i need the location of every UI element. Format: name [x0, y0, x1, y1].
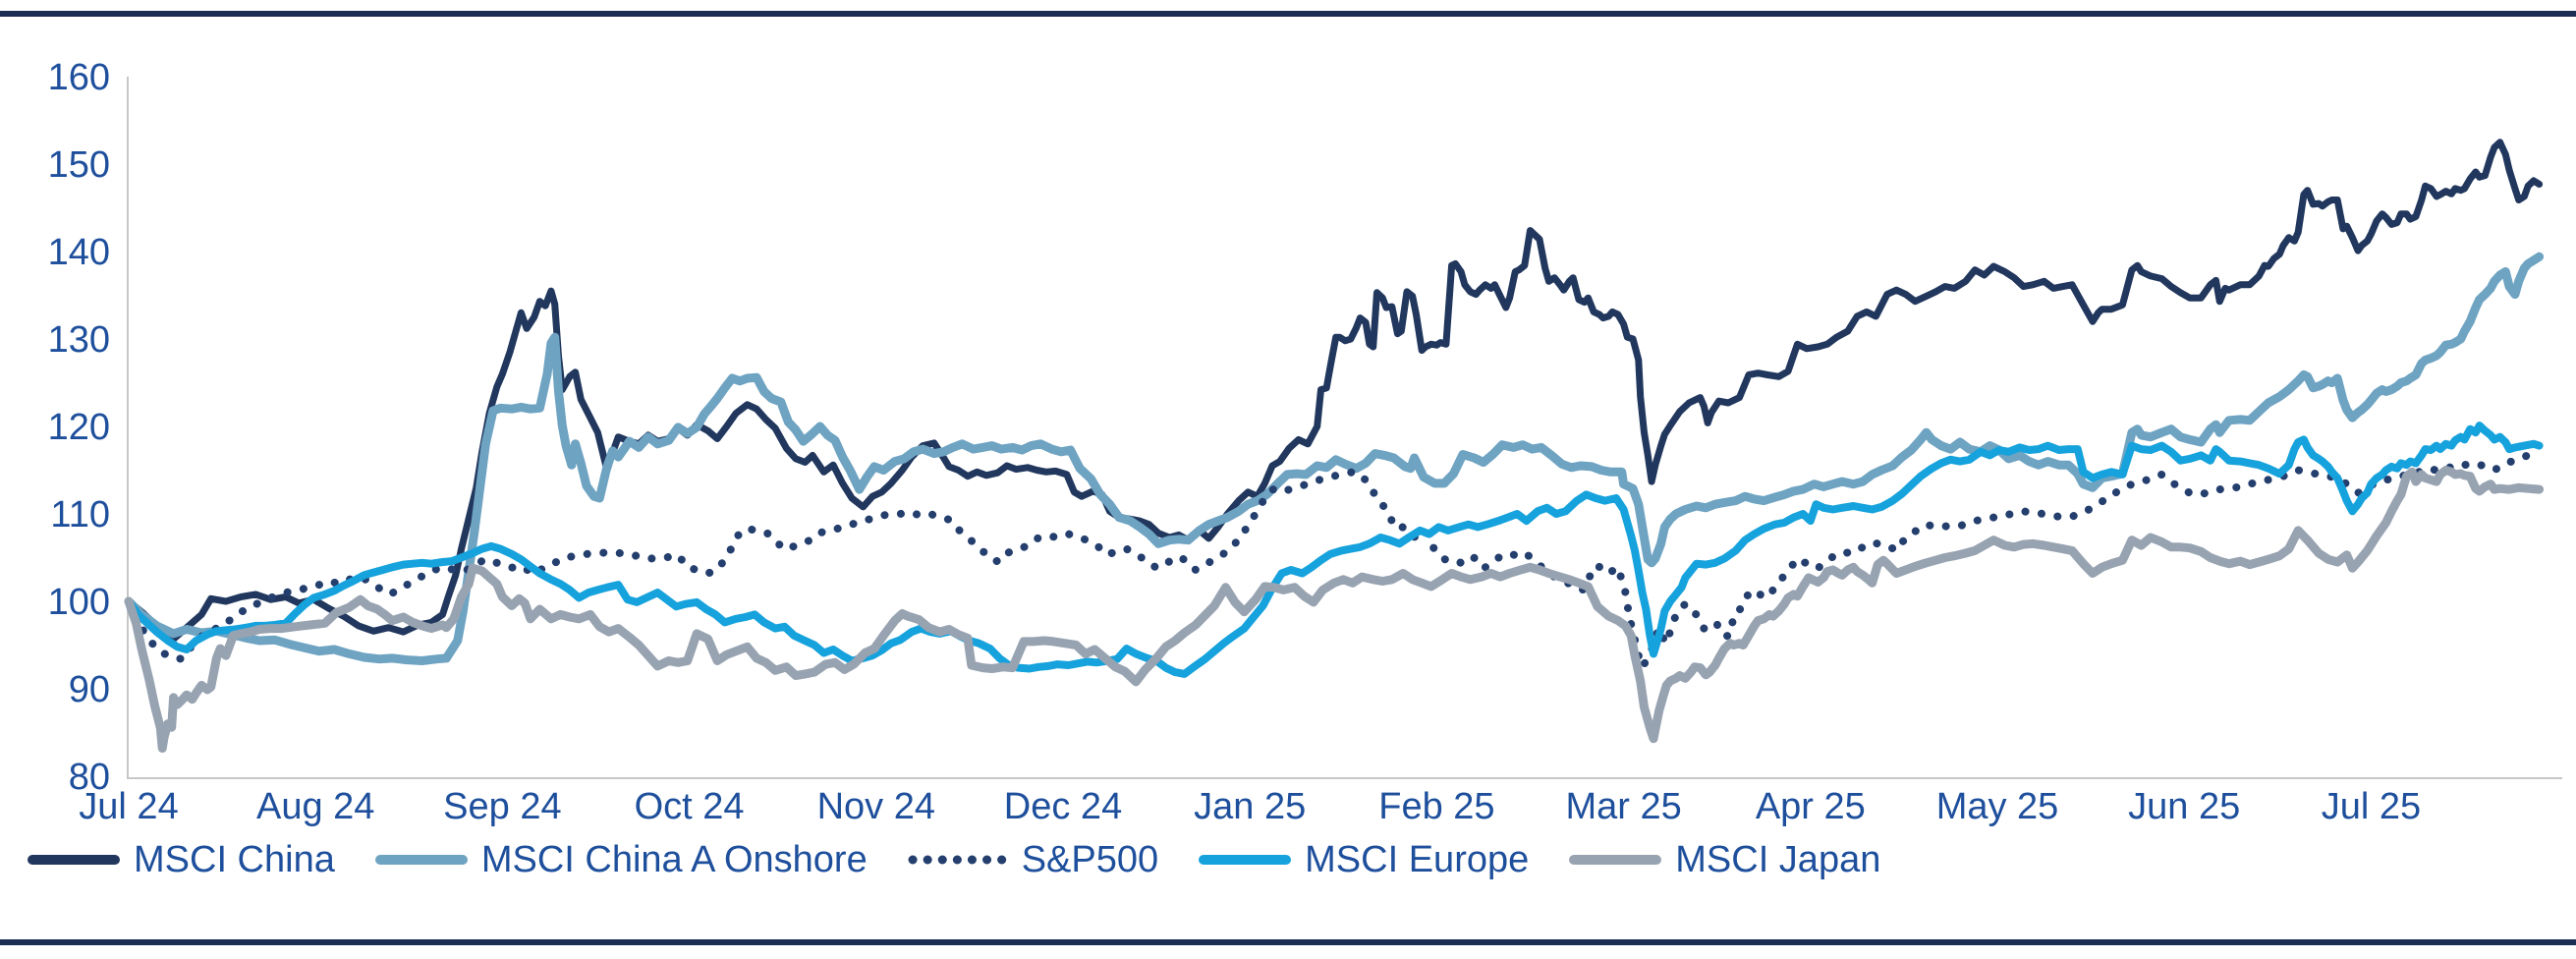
x-axis-tick-label: Mar 25 — [1565, 786, 1681, 827]
x-axis-tick-label: Jul 24 — [79, 786, 178, 827]
x-axis-tick-label: Jun 25 — [2128, 786, 2240, 827]
line-swatch-icon — [1199, 855, 1292, 865]
x-axis-tick-label: Sep 24 — [443, 786, 561, 827]
line-swatch-icon — [28, 855, 120, 865]
legend-label: MSCI China A Onshore — [480, 839, 868, 880]
y-axis-tick-label: 150 — [48, 144, 110, 186]
bottom-border-line — [0, 939, 2576, 945]
legend-item-msci-europe: MSCI Europe — [1198, 841, 1529, 878]
legend-item-msci-japan: MSCI Japan — [1568, 841, 1880, 878]
dotted-line-swatch-icon — [908, 855, 1009, 865]
x-axis-tick-label: Aug 24 — [256, 786, 374, 827]
line-swatch-icon — [1569, 855, 1662, 865]
y-axis-tick-label: 90 — [69, 669, 110, 710]
x-axis-tick-label: Dec 24 — [1004, 786, 1122, 827]
x-axis-tick-label: May 25 — [1936, 786, 2059, 827]
series-line-s-p500 — [125, 446, 2544, 671]
legend-label: MSCI Japan — [1675, 839, 1881, 880]
y-axis-tick-label: 130 — [48, 319, 110, 361]
y-axis-tick-label: 100 — [48, 582, 110, 623]
series-line-msci-japan — [124, 466, 2545, 753]
x-axis-tick-label: Jan 25 — [1194, 786, 1306, 827]
x-axis-tick-label: Nov 24 — [817, 786, 935, 827]
x-axis-tick-label: Jul 25 — [2322, 786, 2421, 827]
legend-item-msci-china-a-onshore: MSCI China A Onshore — [374, 841, 868, 878]
legend-label: S&P500 — [1021, 839, 1159, 880]
legend-item-msci-china: MSCI China — [27, 841, 335, 878]
top-border-line — [0, 11, 2576, 17]
x-axis-tick-label: Oct 24 — [635, 786, 745, 827]
chart-legend: MSCI China MSCI China A Onshore S&P500 M… — [27, 841, 1880, 878]
y-axis-tick-label: 160 — [48, 57, 110, 98]
line-swatch-icon — [374, 855, 468, 865]
series-line-msci-china-a-onshore — [124, 252, 2545, 665]
y-axis-tick-label: 110 — [50, 494, 110, 536]
y-axis-tick-label: 120 — [48, 407, 110, 448]
x-axis-tick-label: Apr 25 — [1756, 786, 1866, 827]
y-axis-tick-label: 80 — [69, 757, 110, 798]
legend-label: MSCI Europe — [1305, 839, 1530, 880]
series-line-msci-europe — [125, 422, 2544, 678]
x-axis-tick-label: Feb 25 — [1378, 786, 1494, 827]
legend-item-sp500: S&P500 — [907, 841, 1158, 878]
legend-label: MSCI China — [134, 839, 335, 880]
y-axis-tick-label: 140 — [48, 232, 110, 273]
series-line-msci-china — [125, 139, 2544, 643]
